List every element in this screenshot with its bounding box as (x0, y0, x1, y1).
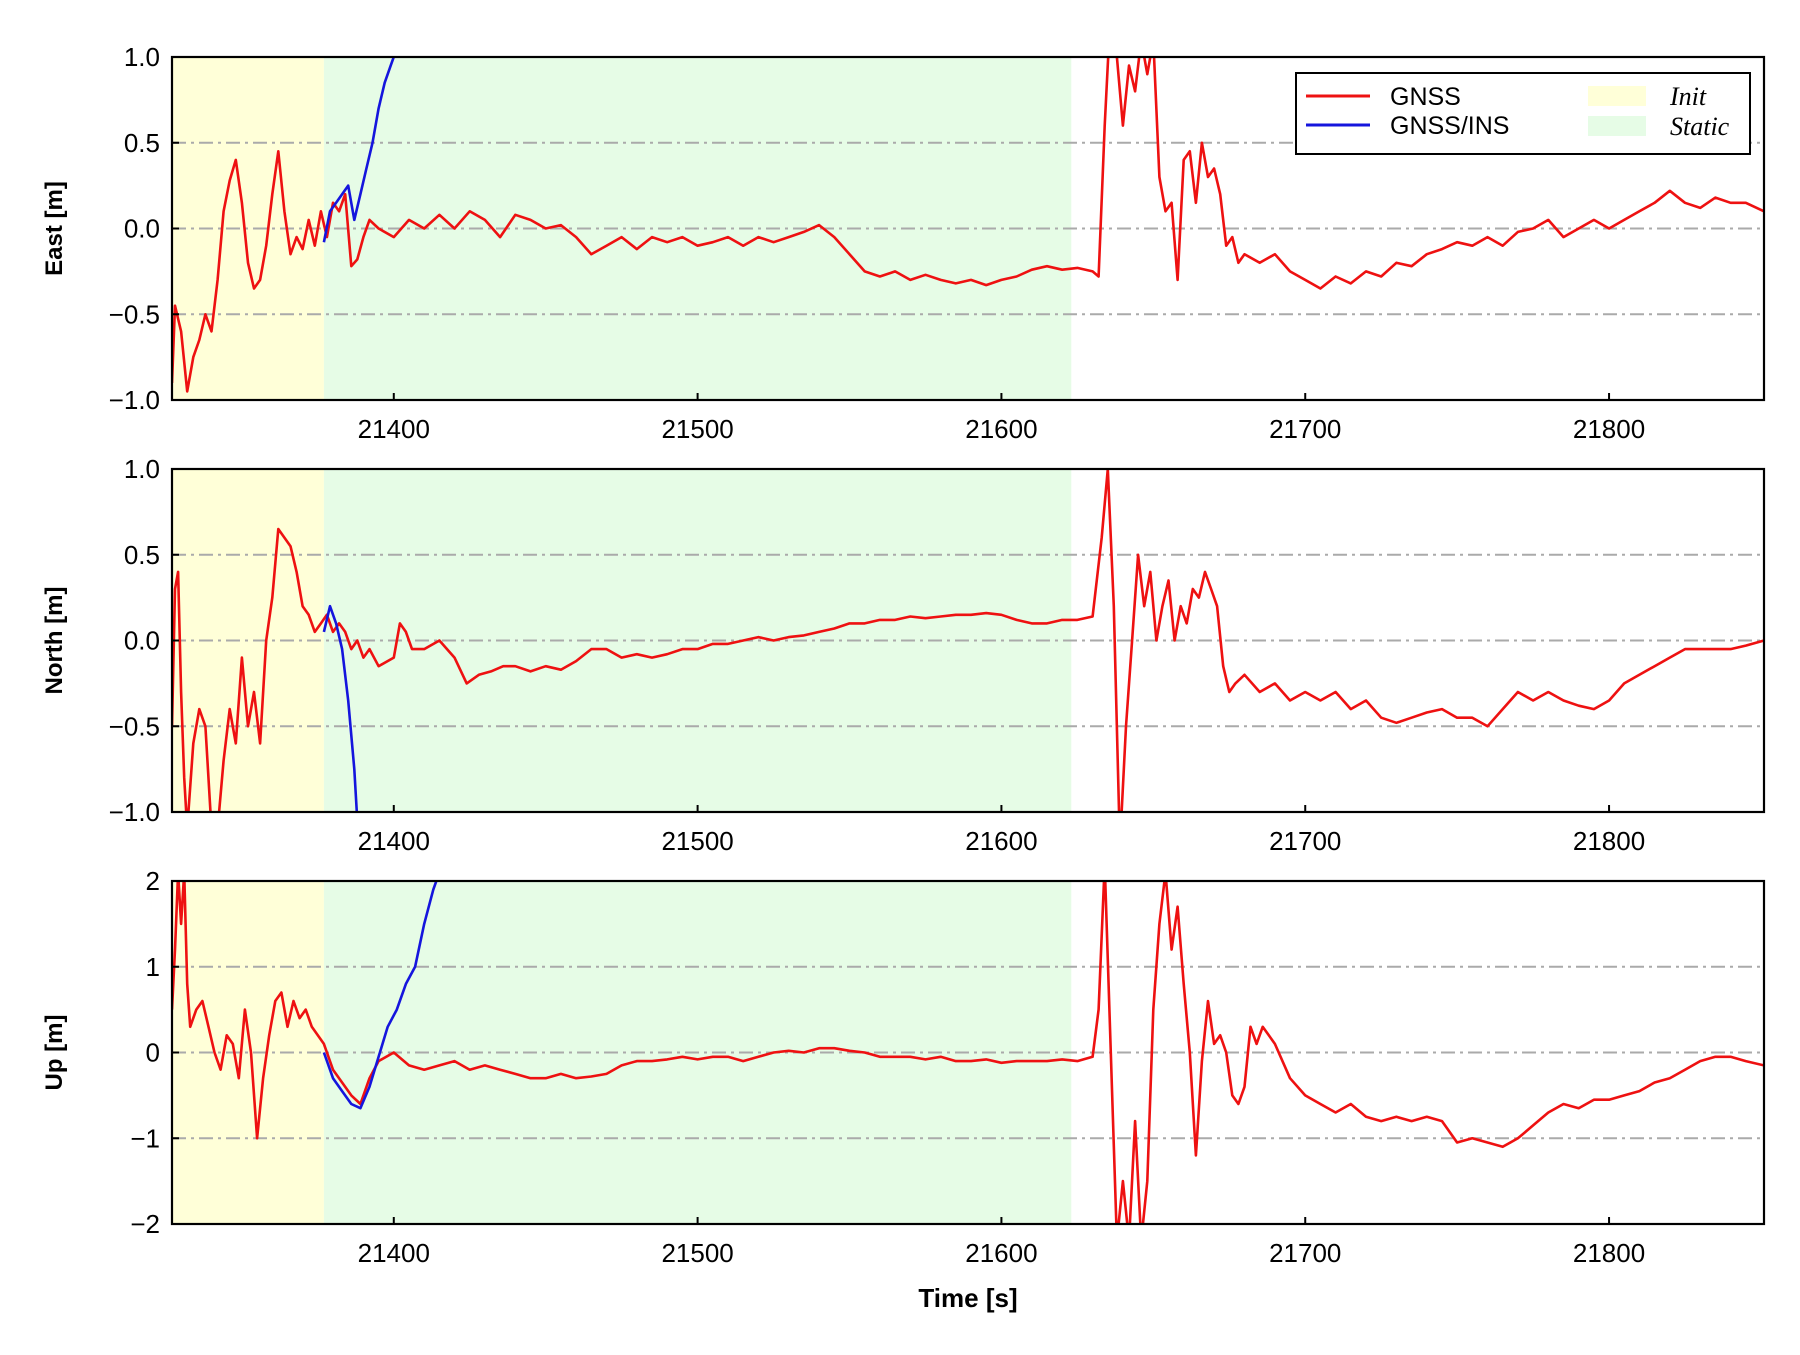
x-tick-label: 21800 (1573, 414, 1645, 444)
gnss-ins-line (322, 57, 396, 243)
x-tick-label: 21700 (1269, 826, 1341, 856)
y-tick-label: 1.0 (124, 454, 160, 484)
gnss-line (172, 57, 1764, 393)
y-tick-label: −1 (130, 1123, 160, 1153)
y-tick-label: −0.5 (109, 711, 160, 741)
y-tick-label: −1.0 (109, 797, 160, 827)
legend-static-label: Static (1670, 112, 1730, 141)
panel-3: −2 −1 0 1 2 21400 21500 21600 21700 21800 Up [m] (41, 866, 1766, 1268)
x-tick-label: 21400 (358, 414, 430, 444)
legend-gnss-label: GNSS (1390, 83, 1461, 111)
legend-static-swatch (1588, 116, 1646, 136)
panel-1: −1.0 −0.5 0.0 0.5 1.0 21400 21500 21600 21700 218… (41, 42, 1766, 444)
y-tick-label: 1.0 (124, 42, 160, 72)
y-tick-label: 1 (146, 952, 160, 982)
x-tick-label: 21500 (661, 826, 733, 856)
gnss-ins-line (322, 881, 438, 1110)
x-tick-label: 21800 (1573, 1238, 1645, 1268)
panel-2: −1.0 −0.5 0.0 0.5 1.0 21400 21500 21600 21700 218… (41, 454, 1766, 856)
x-tick-label: 21700 (1269, 1238, 1341, 1268)
x-tick-label: 21700 (1269, 414, 1341, 444)
x-tick-label: 21600 (965, 1238, 1037, 1268)
y-tick-label: 0.0 (124, 626, 160, 656)
gnss-line (172, 469, 1764, 812)
x-tick-label: 21500 (661, 1238, 733, 1268)
y-tick-label: −2 (130, 1209, 160, 1239)
y-tick-label: 0.5 (124, 128, 160, 158)
x-tick-label: 21400 (358, 1238, 430, 1268)
y-axis-label: Up [m] (41, 1015, 68, 1091)
y-tick-label: 0.5 (124, 540, 160, 570)
y-tick-label: −1.0 (109, 385, 160, 415)
x-axis-label: Time [s] (918, 1283, 1017, 1313)
legend-init-label: Init (1669, 82, 1707, 111)
gnss-line (172, 881, 1764, 1224)
legend-gnss-ins-label: GNSS/INS (1390, 112, 1509, 140)
x-tick-label: 21400 (358, 826, 430, 856)
x-tick-label: 21600 (965, 414, 1037, 444)
x-tick-label: 21500 (661, 414, 733, 444)
x-tick-label: 21600 (965, 826, 1037, 856)
y-tick-label: 0 (146, 1038, 160, 1068)
y-axis-label: North [m] (41, 587, 68, 695)
gnss-ins-line (322, 604, 359, 812)
y-tick-label: 0.0 (124, 214, 160, 244)
legend-box (1295, 72, 1751, 155)
y-axis-label: East [m] (41, 181, 68, 276)
y-tick-label: 2 (146, 866, 160, 896)
legend-init-swatch (1588, 86, 1646, 106)
x-tick-label: 21800 (1573, 826, 1645, 856)
y-tick-label: −0.5 (109, 299, 160, 329)
